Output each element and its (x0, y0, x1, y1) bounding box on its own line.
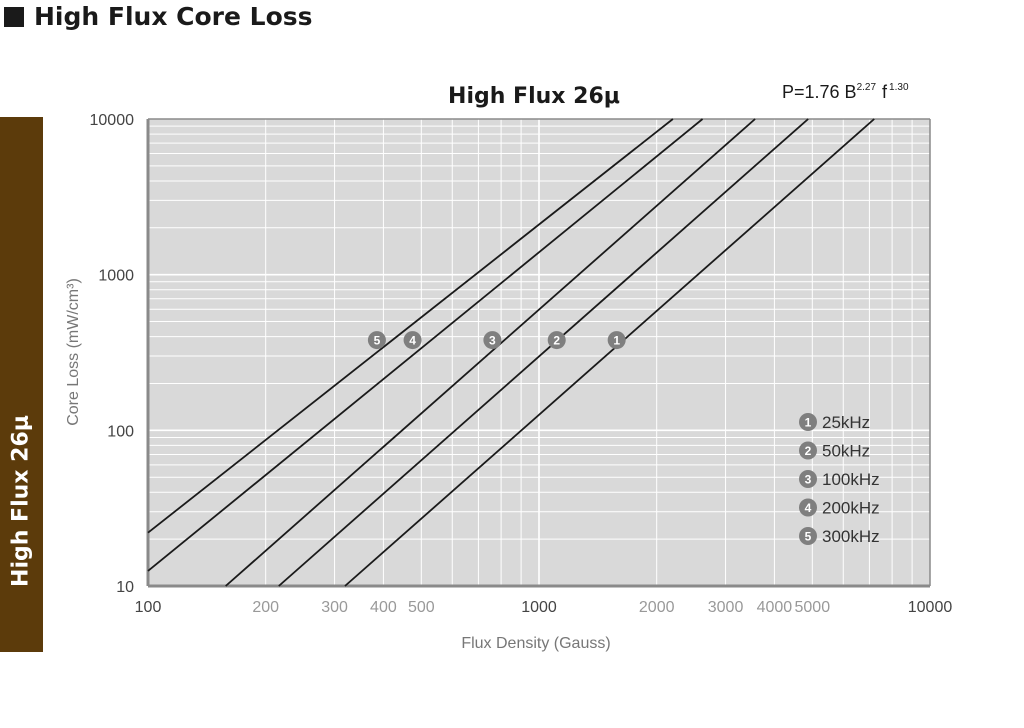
series-line-50kHz (278, 118, 809, 587)
page-heading-text: High Flux Core Loss (34, 2, 313, 31)
series-marker-4 (403, 331, 422, 350)
legend-marker-2 (799, 441, 817, 460)
series-marker-number: 2 (553, 334, 560, 348)
series-marker-2 (547, 331, 566, 350)
x-tick-label: 3000 (708, 599, 744, 616)
x-tick-label: 400 (370, 599, 397, 616)
legend-marker-number: 5 (805, 530, 812, 544)
grid-lines (148, 119, 930, 586)
side-tab: High Flux 26μ (0, 117, 43, 652)
series-marker-1 (607, 331, 626, 350)
legend-marker-number: 1 (805, 416, 812, 430)
y-axis-title: Core Loss (mW/cm³) (65, 278, 82, 426)
legend-marker-number: 2 (805, 444, 812, 458)
x-tick-label: 5000 (795, 599, 831, 616)
legend-label: 100kHz (822, 470, 880, 489)
y-tick-labels: 10 100 1000 10000 (90, 112, 135, 596)
series-marker-number: 5 (374, 334, 381, 348)
formula-f-symbol: f (882, 82, 888, 102)
series-marker-number: 4 (409, 334, 416, 348)
legend-marker-number: 4 (805, 501, 812, 515)
series-line-25kHz (344, 118, 875, 587)
series-line-300kHz (147, 118, 674, 534)
heading-square-icon (4, 6, 24, 27)
x-tick-label: 4000 (757, 599, 793, 616)
x-tick-label: 300 (321, 599, 348, 616)
x-tick-label: 2000 (639, 599, 675, 616)
x-axis-title: Flux Density (Gauss) (461, 635, 610, 652)
legend-label: 200kHz (822, 499, 880, 518)
legend-marker-3 (799, 470, 817, 488)
series-marker-3 (483, 331, 502, 350)
legend-label: 300kHz (822, 527, 880, 546)
formula-b-exponent: 2.27 (857, 82, 877, 93)
series-line-100kHz (225, 118, 756, 587)
x-tick-label: 500 (408, 599, 435, 616)
x-tick-label: 200 (252, 599, 279, 616)
formula-prefix: P=1.76 B (782, 82, 857, 102)
series-marker-5 (367, 331, 386, 350)
axes (146, 118, 931, 588)
x-tick-label: 10000 (908, 599, 953, 616)
y-tick-label: 10 (116, 579, 134, 596)
legend: 1 25kHz 2 50kHz 3 100kHz 4 200kHz 5 300kHz (799, 413, 880, 546)
legend-marker-5 (799, 527, 817, 545)
y-tick-label: 100 (107, 423, 134, 440)
x-tick-label: 1000 (521, 599, 557, 616)
x-tick-labels: 100 200 300 400 500 1000 2000 3000 4000 5000 10000 (135, 599, 953, 616)
legend-marker-number: 3 (805, 473, 812, 487)
series-lines (147, 118, 875, 587)
legend-label: 25kHz (822, 413, 870, 432)
series-line-200kHz (147, 118, 704, 572)
legend-marker-1 (799, 413, 817, 431)
page-heading: High Flux Core Loss (4, 2, 313, 31)
series-markers: 1 2 3 4 5 (367, 331, 626, 350)
formula-f-exponent: 1.30 (889, 82, 909, 93)
series-marker-number: 1 (613, 334, 620, 348)
y-tick-label: 10000 (90, 112, 135, 129)
x-tick-label: 100 (135, 599, 162, 616)
series-marker-number: 3 (489, 334, 496, 348)
y-tick-label: 1000 (98, 268, 134, 285)
legend-label: 50kHz (822, 442, 870, 461)
formula: P=1.76 B2.27 f 1.30 (782, 82, 909, 102)
chart-title: High Flux 26μ (448, 84, 620, 109)
legend-marker-4 (799, 498, 817, 517)
